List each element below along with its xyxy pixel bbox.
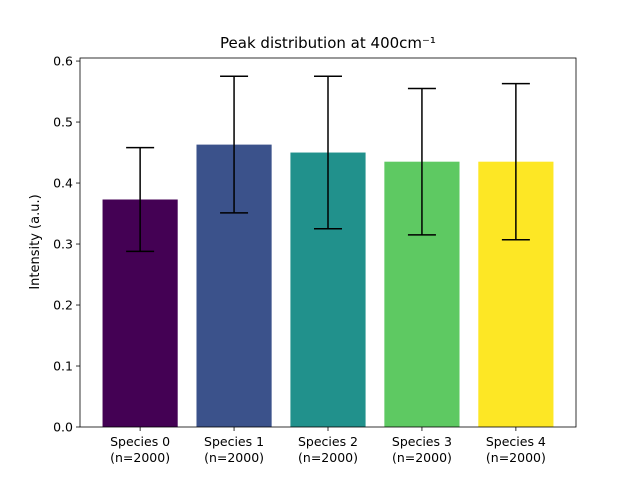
x-tick-label: Species 1 (n=2000) bbox=[204, 434, 264, 465]
y-tick-label: 0.1 bbox=[53, 359, 73, 374]
x-tick-label: Species 3 (n=2000) bbox=[392, 434, 452, 465]
y-tick-label: 0.3 bbox=[53, 237, 73, 252]
y-tick-label: 0.6 bbox=[53, 54, 73, 69]
y-tick-label: 0.4 bbox=[53, 176, 73, 191]
y-axis-label: Intensity (a.u.) bbox=[28, 194, 43, 289]
y-tick-label: 0.2 bbox=[53, 298, 73, 313]
y-tick-label: 0.0 bbox=[53, 420, 73, 435]
x-tick-label: Species 4 (n=2000) bbox=[486, 434, 546, 465]
y-tick-label: 0.5 bbox=[53, 115, 73, 130]
plot-frame bbox=[79, 57, 577, 428]
x-tick-label: Species 0 (n=2000) bbox=[110, 434, 170, 465]
x-tick-label: Species 2 (n=2000) bbox=[298, 434, 358, 465]
chart-title: Peak distribution at 400cm⁻¹ bbox=[220, 34, 436, 52]
